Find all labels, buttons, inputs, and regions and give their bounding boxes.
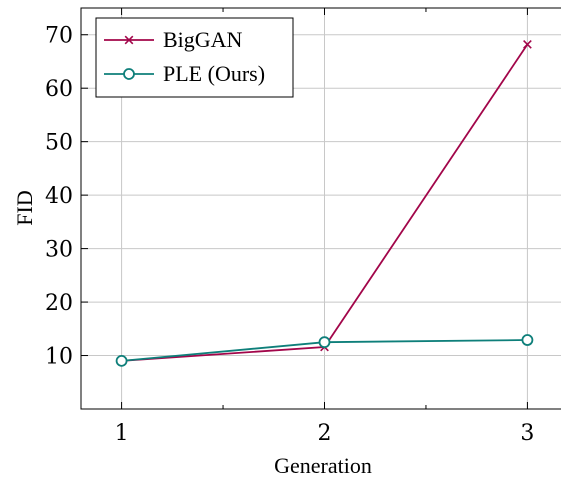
legend-entry-ple-ours: PLE (Ours) xyxy=(104,61,265,86)
y-axis-title: FID xyxy=(12,190,37,225)
data-point-ple-ours xyxy=(115,354,128,367)
y-tick-label: 40 xyxy=(45,184,73,209)
marker-stroke xyxy=(124,35,134,45)
tick-labels: 1 2 3 10 20 30 40 50 60 70 xyxy=(45,24,534,446)
data-point-ple-ours xyxy=(521,334,534,346)
legend-box xyxy=(95,17,294,98)
y-tick-label: 60 xyxy=(45,77,73,102)
y-tick-label: 50 xyxy=(45,131,73,156)
x-axis-title: Generation xyxy=(274,453,372,477)
plot-frame xyxy=(80,7,561,410)
legend-label: PLE (Ours) xyxy=(163,61,265,86)
marker-stroke xyxy=(523,39,532,49)
y-tick-label: 30 xyxy=(45,238,73,263)
data-point-biggan xyxy=(523,39,532,49)
grid xyxy=(81,8,561,409)
legend: BigGAN PLE (Ours) xyxy=(95,17,294,98)
legend-entry-biggan: BigGAN xyxy=(104,27,243,52)
legend-swatch-marker xyxy=(124,35,134,45)
legend-label: BigGAN xyxy=(163,27,243,52)
y-tick-label: 20 xyxy=(45,291,73,316)
y-tick-label: 10 xyxy=(45,345,73,370)
y-tick-label: 70 xyxy=(45,24,73,49)
data-point-ple-ours xyxy=(318,336,331,349)
x-tick-label: 2 xyxy=(318,421,332,446)
tick-marks xyxy=(81,8,528,409)
x-tick-label: 1 xyxy=(115,421,129,446)
x-tick-label: 3 xyxy=(520,421,534,446)
legend-swatch-marker xyxy=(123,68,135,80)
series-layer xyxy=(115,39,534,367)
